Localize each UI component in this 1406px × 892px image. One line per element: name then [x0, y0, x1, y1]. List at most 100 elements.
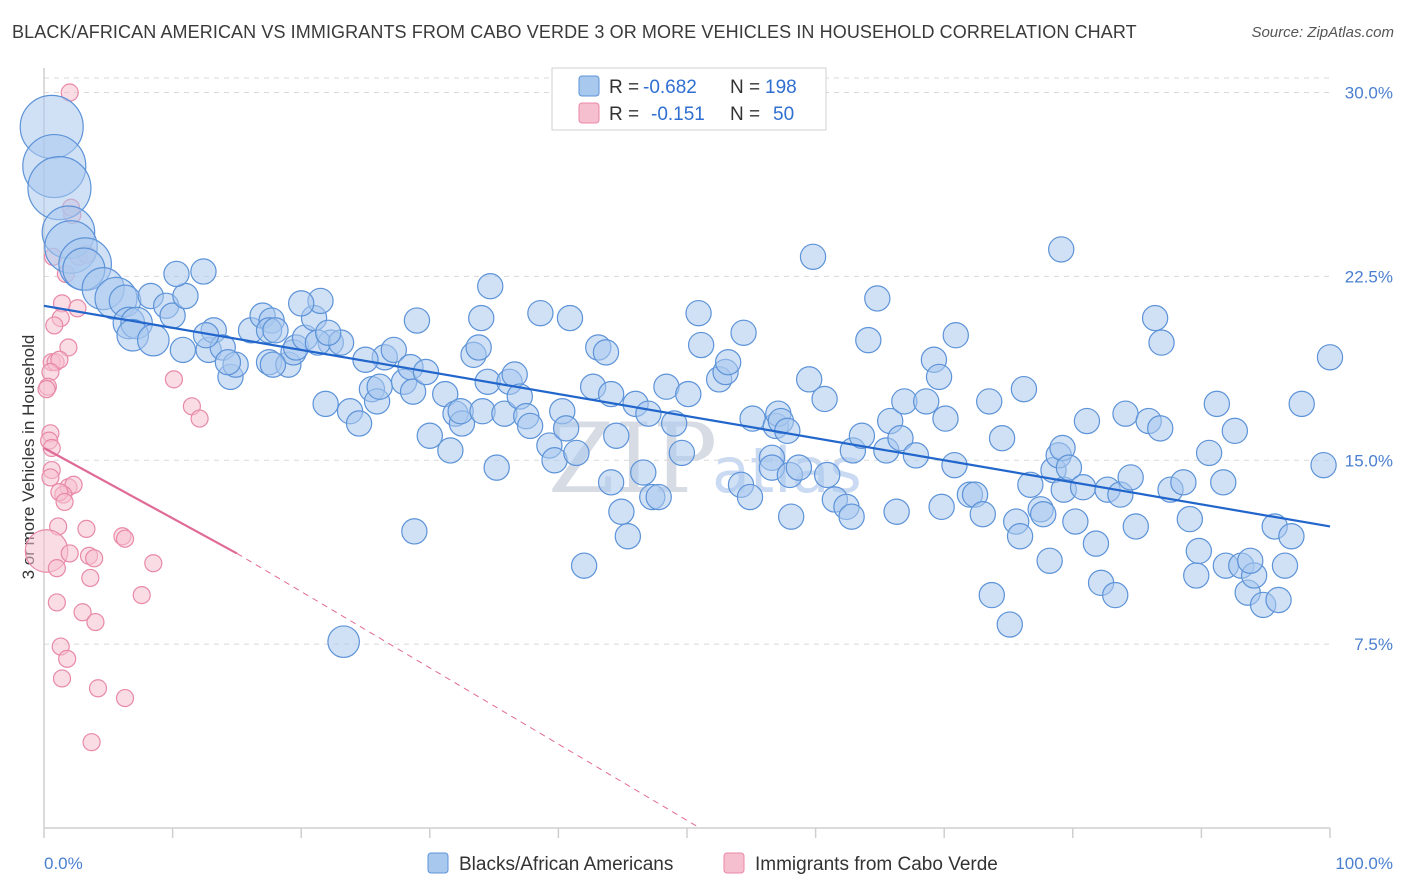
data-point: [996, 611, 1023, 638]
data-point: [115, 688, 135, 708]
data-point: [1147, 415, 1174, 442]
data-point: [366, 373, 393, 400]
legend-swatch-blue: [578, 75, 600, 97]
data-point: [1073, 407, 1101, 435]
data-point: [47, 559, 66, 578]
data-point: [1062, 508, 1089, 535]
data-point: [1195, 439, 1223, 467]
data-point: [327, 625, 360, 659]
y-tick-label: 30.0%: [1345, 84, 1393, 103]
y-tick-label: 15.0%: [1345, 451, 1393, 470]
y-axis-label: 3 or more Vehicles in Household: [19, 335, 38, 580]
data-point: [190, 258, 217, 285]
chart-title: BLACK/AFRICAN AMERICAN VS IMMIGRANTS FRO…: [12, 22, 1137, 42]
data-point: [37, 380, 56, 399]
legend-r-value-1: -0.682: [643, 77, 697, 98]
data-point: [668, 439, 696, 467]
data-point: [85, 549, 104, 568]
data-point: [58, 649, 77, 668]
legend-swatch-pink: [578, 102, 600, 124]
data-point: [312, 390, 339, 418]
data-point: [887, 424, 914, 452]
data-point: [1148, 329, 1175, 356]
data-point: [864, 285, 891, 312]
data-point: [164, 370, 183, 389]
data-point: [315, 319, 342, 346]
data-point: [1017, 471, 1044, 498]
data-point: [1112, 400, 1139, 427]
data-point: [136, 323, 170, 357]
trend-line-cabo-verde: [43, 447, 238, 555]
data-point: [592, 339, 620, 366]
legend-n-value-1: 198: [765, 77, 797, 98]
data-point: [60, 544, 79, 563]
data-point: [345, 410, 373, 437]
data-point: [675, 380, 702, 408]
data-point: [714, 348, 742, 376]
data-point: [941, 451, 968, 479]
data-point: [597, 380, 625, 408]
data-point: [813, 461, 841, 489]
data-point: [597, 469, 625, 496]
data-point: [1048, 236, 1075, 263]
trend-line-black: [43, 304, 1331, 528]
data-point: [848, 422, 876, 449]
data-point: [144, 554, 163, 573]
data-point: [932, 405, 959, 432]
data-point: [556, 304, 584, 332]
data-point: [1183, 562, 1210, 589]
y-tick-labels: 7.5% 15.0% 22.5% 30.0%: [1345, 84, 1393, 655]
top-legend: R = -0.682 N = 198 R = -0.151 N = 50: [551, 67, 827, 131]
data-point: [1203, 390, 1231, 418]
data-point: [777, 503, 805, 530]
data-point: [736, 483, 764, 511]
data-point: [68, 299, 87, 318]
data-point: [132, 585, 151, 605]
data-point: [469, 398, 496, 425]
data-point: [1210, 469, 1237, 496]
data-point: [928, 493, 955, 521]
data-point: [855, 326, 882, 354]
data-point: [1170, 469, 1197, 496]
data-point: [685, 299, 712, 327]
data-point: [259, 351, 287, 378]
data-point: [1271, 552, 1299, 579]
legend-n-label-1: N =: [730, 77, 760, 98]
data-point: [785, 454, 813, 481]
data-point: [570, 552, 598, 579]
data-point: [1141, 304, 1169, 332]
legend-r-label-2: R =: [609, 104, 639, 125]
series-black-points: [19, 94, 1344, 659]
data-point: [1185, 537, 1213, 565]
data-point: [214, 348, 242, 376]
data-point: [172, 282, 199, 310]
data-point: [82, 733, 101, 752]
data-point: [1122, 513, 1150, 540]
data-point: [1082, 530, 1110, 557]
data-point: [608, 498, 635, 525]
bottom-legend-swatch-pink: [723, 852, 745, 874]
trend-line-cabo-verde-extension: [236, 552, 701, 829]
data-point: [262, 317, 289, 344]
data-point: [169, 336, 197, 364]
data-point: [88, 679, 108, 698]
data-point: [978, 581, 1005, 609]
data-point: [477, 272, 504, 300]
data-point: [468, 304, 495, 332]
y-tick-label: 7.5%: [1354, 635, 1393, 654]
data-point: [1102, 581, 1129, 609]
data-point: [795, 366, 823, 393]
data-point: [838, 503, 865, 530]
data-point: [630, 459, 657, 486]
data-point: [55, 492, 74, 512]
bottom-legend-swatch-blue: [427, 852, 449, 874]
data-point: [976, 388, 1003, 415]
data-point: [59, 338, 78, 357]
data-point: [465, 334, 492, 361]
data-point: [988, 424, 1016, 452]
data-point: [660, 410, 688, 437]
data-point: [115, 529, 135, 548]
x-tick-label-max: 100.0%: [1335, 854, 1393, 873]
data-point: [47, 593, 66, 612]
data-point: [552, 415, 580, 442]
